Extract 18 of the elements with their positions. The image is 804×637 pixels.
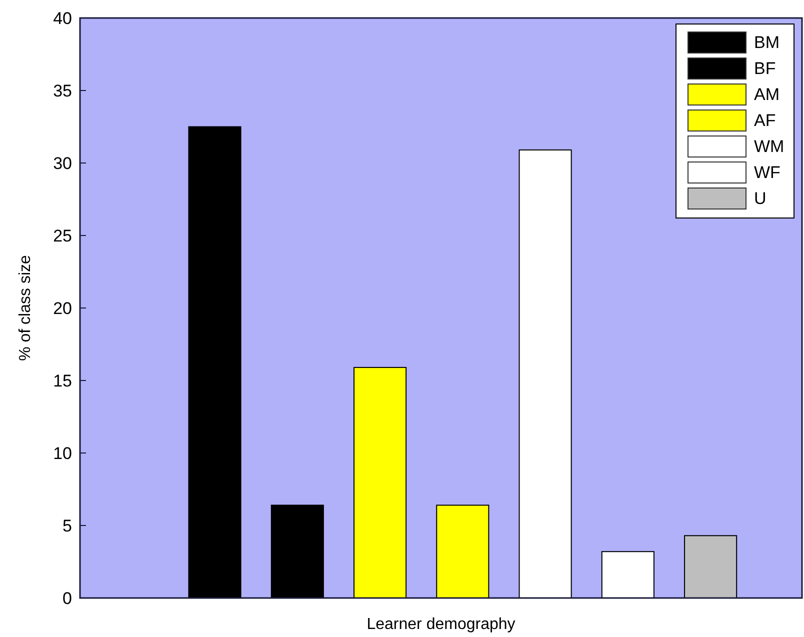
y-tick-label: 0 xyxy=(62,588,72,608)
y-tick-label: 15 xyxy=(53,371,72,390)
y-tick-label: 40 xyxy=(53,8,72,28)
y-tick-label: 20 xyxy=(53,298,72,318)
legend-label: WF xyxy=(754,163,780,182)
y-tick-label: 25 xyxy=(53,226,72,246)
y-tick-label: 30 xyxy=(53,154,72,173)
y-tick-label: 35 xyxy=(53,81,72,100)
legend-label: BF xyxy=(754,59,776,78)
legend-label: AF xyxy=(754,111,776,130)
legend-label: WM xyxy=(754,137,784,156)
legend-label: BM xyxy=(754,33,780,52)
legend-label: AM xyxy=(754,85,780,104)
y-tick-label: 5 xyxy=(62,516,72,536)
y-axis-title: % of class size xyxy=(17,254,34,361)
legend-label: U xyxy=(754,189,766,208)
x-axis-title: Learner demography xyxy=(366,616,516,633)
y-tick-label: 10 xyxy=(53,444,72,463)
